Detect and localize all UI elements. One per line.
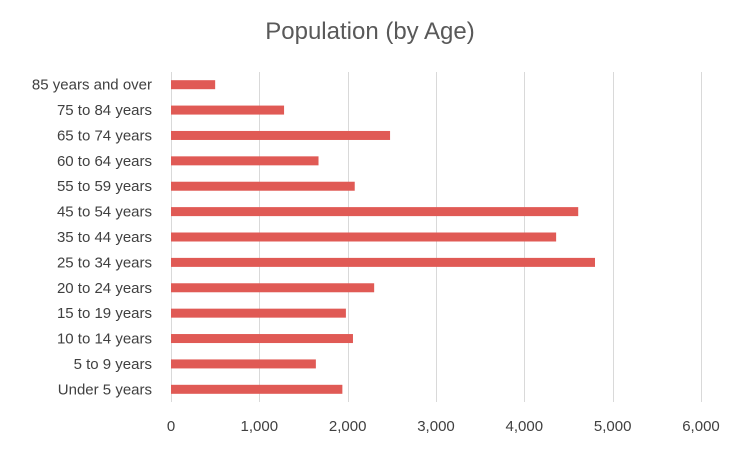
bar-1	[171, 105, 285, 115]
x-tick-label: 0	[167, 418, 175, 435]
bar-0	[171, 80, 216, 90]
chart-title: Population (by Age)	[265, 18, 474, 45]
bar-8	[171, 283, 375, 293]
category-label: 5 to 9 years	[74, 356, 152, 373]
x-tick-label: 5,000	[594, 418, 632, 435]
bar-9	[171, 308, 346, 318]
category-label: 60 to 64 years	[57, 153, 152, 170]
x-tick-label: 2,000	[329, 418, 367, 435]
category-label: 25 to 34 years	[57, 254, 152, 271]
category-label: 55 to 59 years	[57, 178, 152, 195]
category-label: 15 to 19 years	[57, 305, 152, 322]
category-label: 85 years and over	[32, 77, 152, 94]
category-label: 20 to 24 years	[57, 280, 152, 297]
bar-6	[171, 232, 557, 242]
x-tick-label: 1,000	[241, 418, 279, 435]
x-tick-label: 4,000	[506, 418, 544, 435]
category-label: 35 to 44 years	[57, 229, 152, 246]
category-label: Under 5 years	[58, 381, 152, 398]
bar-2	[171, 130, 391, 140]
bar-5	[171, 207, 579, 217]
bar-12	[171, 384, 343, 394]
category-label: 75 to 84 years	[57, 102, 152, 119]
bars	[171, 80, 595, 394]
bar-10	[171, 334, 353, 344]
category-label: 10 to 14 years	[57, 331, 152, 348]
x-tick-label: 3,000	[417, 418, 455, 435]
bar-3	[171, 156, 319, 166]
category-labels: 85 years and over 75 to 84 years 65 to 74 …	[32, 77, 152, 399]
category-label: 45 to 54 years	[57, 204, 152, 221]
bar-4	[171, 181, 355, 191]
category-label: 65 to 74 years	[57, 127, 152, 144]
bar-11	[171, 359, 316, 369]
bar-7	[171, 257, 595, 267]
x-tick-label: 6,000	[682, 418, 720, 435]
value-axis-tick-labels: 0 1,000 2,000 3,000 4,000 5,000 6,000	[167, 418, 720, 435]
